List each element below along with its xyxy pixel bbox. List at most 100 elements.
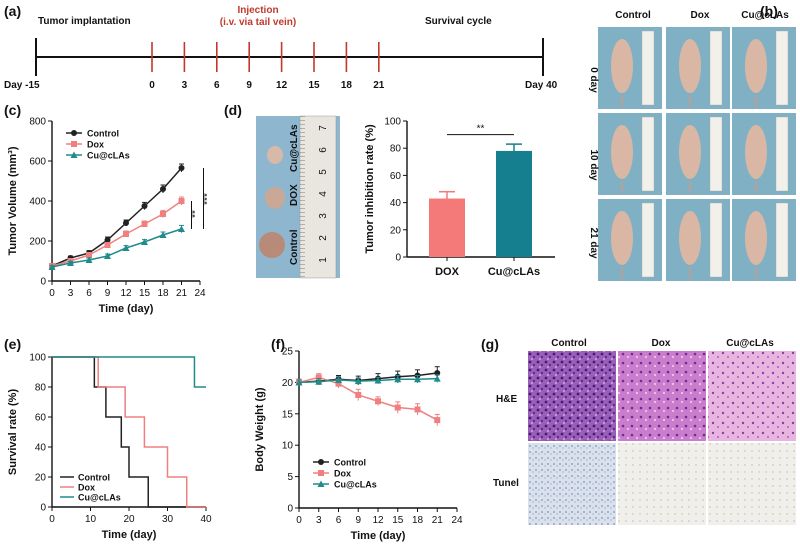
mouse-body <box>679 211 701 265</box>
mouse-photo-ruler <box>709 202 723 278</box>
timeline-day-label: 6 <box>214 80 220 91</box>
g-row-he: H&E <box>496 394 517 405</box>
tumor-label-control: Control <box>289 229 300 265</box>
legend-marker <box>71 141 77 147</box>
y-tick-label: 400 <box>29 197 46 208</box>
legend-marker <box>71 130 77 136</box>
x-tick-label: 3 <box>68 288 74 299</box>
data-point <box>67 259 74 266</box>
mouse-photo-grid <box>598 27 796 281</box>
x-category-label: Cu@cLAs <box>488 266 540 278</box>
timeline-day-label: 18 <box>341 80 353 91</box>
data-point <box>355 391 362 398</box>
x-tick-label: 24 <box>194 288 206 299</box>
tunel-cuclas <box>708 443 796 525</box>
tumor-cuclas <box>267 146 283 164</box>
ruler-number: 4 <box>318 191 329 197</box>
y-tick-label: 80 <box>35 383 47 394</box>
y-tick-label: 0 <box>40 503 46 514</box>
timeline-day-label: 21 <box>373 80 385 91</box>
x-tick-label: 20 <box>123 514 135 525</box>
timeline-injection-sublabel: (i.v. via tail vein) <box>220 17 297 28</box>
data-point <box>86 252 92 258</box>
chart-tumor-inhibition: 0 20 40 60 80 100 Tumor inhibition rate (%) DOX… <box>364 117 555 278</box>
mouse-body <box>679 125 701 179</box>
mouse-photo-ruler <box>641 202 655 278</box>
data-point <box>335 376 342 383</box>
ruler-number: 1 <box>318 257 329 263</box>
data-point <box>315 378 323 385</box>
legend-marker <box>318 470 324 476</box>
x-tick-label: 12 <box>120 288 132 299</box>
x-tick-label: 10 <box>85 514 97 525</box>
tumor-label-cuclas: Cu@cLAs <box>289 124 300 172</box>
legend-label: Cu@cLAs <box>78 493 121 503</box>
data-point <box>434 417 441 424</box>
timeline-day-label: 3 <box>182 80 188 91</box>
y-tick-label: 0 <box>395 253 401 264</box>
data-point <box>104 237 111 243</box>
sig-label-2: *** <box>203 193 214 205</box>
series-dox <box>296 373 441 426</box>
x-tick-label: 9 <box>355 515 361 526</box>
y-axis-title: Tumor Volume (mm³) <box>7 146 19 255</box>
x-tick-label: 30 <box>162 514 174 525</box>
data-point <box>315 374 322 381</box>
timeline-left-label: Tumor implantation <box>38 16 131 27</box>
y-tick-label: 800 <box>29 117 46 128</box>
data-point <box>394 375 402 383</box>
y-tick-label: 600 <box>29 157 46 168</box>
legend-label: Dox <box>334 469 351 479</box>
data-point <box>433 375 441 382</box>
x-tick-label: 21 <box>176 288 188 299</box>
tunel-control <box>528 443 616 525</box>
data-point <box>141 203 148 209</box>
y-tick-label: 20 <box>282 378 294 389</box>
legend-label: Dox <box>78 483 95 493</box>
survival-curve-control <box>52 356 206 508</box>
y-tick-label: 10 <box>282 441 294 452</box>
data-point <box>335 380 342 387</box>
panel-label-g: (g) <box>481 336 499 352</box>
data-point <box>374 377 382 384</box>
y-tick-label: 0 <box>287 504 293 515</box>
b-col-dox: Dox <box>691 10 710 21</box>
ruler-numbers: 7 6 5 4 3 2 1 <box>318 125 329 263</box>
timeline-day-ticks: 0 3 6 9 12 15 18 21 <box>149 42 385 91</box>
series-cu-clas <box>48 224 185 270</box>
data-point <box>414 406 421 413</box>
survival-curve-cu-clas <box>52 356 206 388</box>
he-control <box>528 351 616 441</box>
data-point <box>160 211 166 217</box>
mouse-photo-ruler <box>641 30 655 106</box>
b-col-control: Control <box>615 10 651 21</box>
legend-marker <box>70 151 78 158</box>
data-point <box>178 225 185 232</box>
ruler-number: 5 <box>318 169 329 175</box>
timeline-start: Day -15 <box>4 80 40 91</box>
x-tick-label: 0 <box>49 288 55 299</box>
panel-label-e: (e) <box>4 336 21 352</box>
y-tick-label: 5 <box>287 472 293 483</box>
data-point <box>141 221 148 227</box>
x-tick-label: 12 <box>372 515 384 526</box>
mouse-photo-ruler <box>641 116 655 192</box>
g-col-dox: Dox <box>652 338 671 349</box>
timeline-day-label: 9 <box>246 80 252 91</box>
y-tick-label: 100 <box>29 353 46 364</box>
x-tick-label: 40 <box>200 514 212 525</box>
g-col-control: Control <box>551 338 587 349</box>
y-tick-label: 40 <box>35 443 47 454</box>
mouse-photo-ruler <box>775 30 789 106</box>
x-tick-label: 0 <box>49 514 55 525</box>
tumor-label-dox: DOX <box>289 184 300 206</box>
series-line <box>298 376 438 421</box>
x-tick-label: 18 <box>157 288 169 299</box>
y-tick-label: 40 <box>390 198 402 209</box>
series-cu-clas <box>295 374 441 386</box>
data-point <box>48 263 56 270</box>
timeline-day-label: 15 <box>308 80 320 91</box>
